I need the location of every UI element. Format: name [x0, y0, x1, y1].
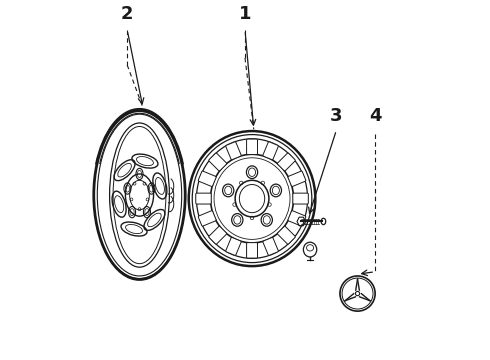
FancyBboxPatch shape [263, 238, 278, 255]
FancyBboxPatch shape [277, 153, 295, 171]
FancyBboxPatch shape [288, 171, 306, 186]
FancyBboxPatch shape [277, 226, 295, 244]
Text: 1: 1 [239, 5, 251, 23]
FancyBboxPatch shape [226, 238, 241, 255]
FancyBboxPatch shape [209, 226, 227, 244]
FancyBboxPatch shape [209, 153, 227, 171]
Text: 2: 2 [121, 5, 133, 23]
FancyBboxPatch shape [246, 243, 257, 258]
FancyBboxPatch shape [246, 139, 257, 154]
Text: 4: 4 [369, 107, 381, 125]
FancyBboxPatch shape [198, 211, 216, 226]
FancyBboxPatch shape [198, 171, 216, 186]
FancyBboxPatch shape [226, 142, 241, 160]
FancyBboxPatch shape [263, 142, 278, 160]
Text: 3: 3 [330, 107, 343, 125]
FancyBboxPatch shape [293, 193, 308, 204]
FancyBboxPatch shape [288, 211, 306, 226]
FancyBboxPatch shape [196, 193, 211, 204]
